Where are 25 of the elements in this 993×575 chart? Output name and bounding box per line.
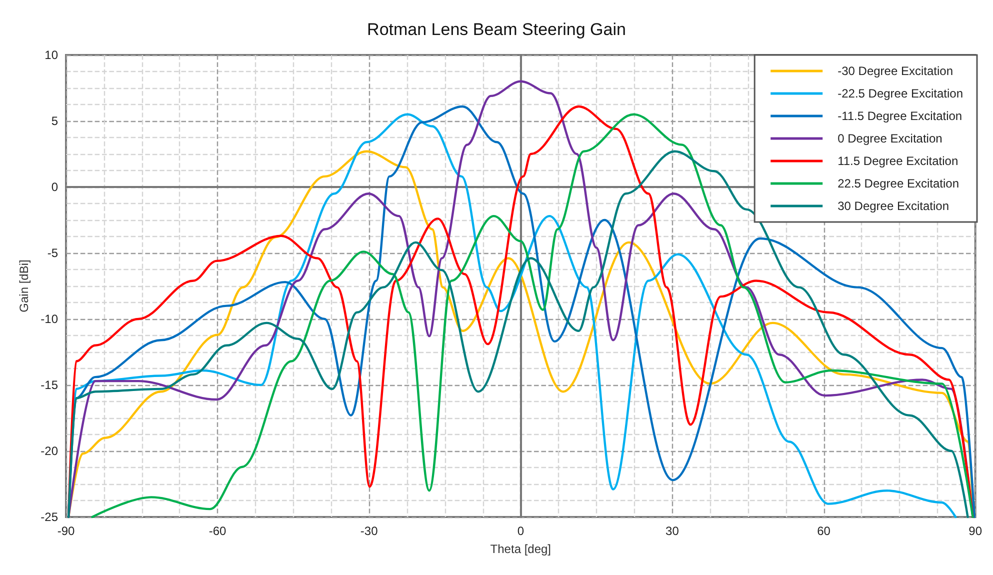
x-tick-label: -60 <box>208 524 227 538</box>
chart-title: Rotman Lens Beam Steering Gain <box>367 20 626 39</box>
legend-label: -30 Degree Excitation <box>838 64 954 78</box>
y-tick-label: 0 <box>51 180 58 194</box>
y-tick-label: -25 <box>40 510 58 524</box>
y-tick-label: -10 <box>40 312 58 326</box>
legend-label: -11.5 Degree Excitation <box>838 109 962 123</box>
y-tick-label: -20 <box>40 444 58 458</box>
x-tick-label: 0 <box>517 524 524 538</box>
x-tick-label: 60 <box>817 524 831 538</box>
legend-label: 0 Degree Excitation <box>838 132 942 146</box>
y-tick-label: -15 <box>40 378 58 392</box>
y-tick-label: -5 <box>47 246 58 260</box>
x-tick-label: -30 <box>360 524 378 538</box>
legend-label: 30 Degree Excitation <box>838 199 950 213</box>
x-tick-label: 30 <box>666 524 680 538</box>
x-axis-title: Theta [deg] <box>490 542 552 556</box>
x-tick-label: 90 <box>968 524 982 538</box>
y-axis-title: Gain [dBi] <box>16 260 31 312</box>
y-tick-label: 5 <box>51 114 58 128</box>
legend-label: 22.5 Degree Excitation <box>838 176 960 190</box>
y-tick-label: 10 <box>44 48 58 62</box>
legend-label: -22.5 Degree Excitation <box>838 86 964 100</box>
x-tick-label: -90 <box>57 524 75 538</box>
legend-label: 11.5 Degree Excitation <box>838 154 958 168</box>
